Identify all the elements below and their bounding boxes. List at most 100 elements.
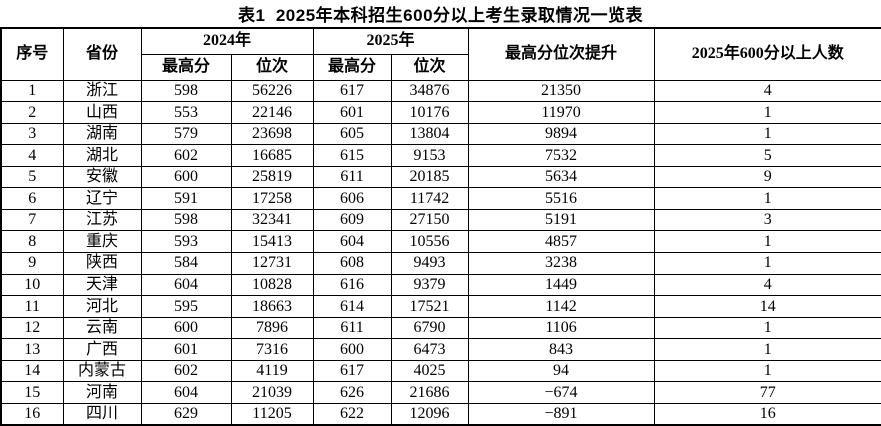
cell-province: 河北 [62, 295, 142, 318]
cell-province: 内蒙古 [62, 359, 142, 383]
cell-count-600: 9 [653, 165, 881, 189]
cell-score-2025: 614 [312, 295, 392, 318]
cell-serial: 4 [0, 144, 64, 167]
cell-improvement: 3238 [467, 252, 655, 275]
cell-province: 重庆 [62, 230, 142, 253]
table-row: 16 四川 629 11205 622 12096 −891 16 [0, 402, 881, 426]
cell-improvement: −674 [467, 381, 655, 404]
table-row: 7 江苏 598 32341 609 27150 5191 3 [0, 208, 881, 232]
cell-score-2024: 591 [140, 187, 232, 210]
cell-rank-2024: 16685 [230, 144, 314, 167]
cell-score-2025: 609 [312, 208, 392, 232]
table-row: 13 广西 601 7316 600 6473 843 1 [0, 338, 881, 361]
header-rank-2024: 位次 [230, 53, 314, 81]
cell-count-600: 1 [653, 122, 881, 146]
table-row: 1 浙江 598 56226 617 34876 21350 4 [0, 79, 881, 103]
cell-score-2025: 601 [312, 101, 392, 124]
cell-count-600: 1 [653, 359, 881, 383]
cell-improvement: 94 [467, 359, 655, 383]
header-serial: 序号 [0, 27, 64, 81]
cell-count-600: 14 [653, 295, 881, 318]
cell-province: 山西 [62, 101, 142, 124]
cell-improvement: 5634 [467, 165, 655, 189]
cell-improvement: 1449 [467, 273, 655, 297]
cell-count-600: 1 [653, 252, 881, 275]
header-year-2025: 2025年 [312, 27, 469, 55]
cell-serial: 5 [0, 165, 64, 189]
cell-count-600: 1 [653, 338, 881, 361]
cell-rank-2025: 9153 [390, 144, 469, 167]
cell-rank-2024: 56226 [230, 79, 314, 103]
cell-score-2025: 605 [312, 122, 392, 146]
cell-score-2025: 611 [312, 316, 392, 340]
table-title: 表1 2025年本科招生600分以上考生录取情况一览表 [237, 6, 644, 25]
cell-count-600: 1 [653, 187, 881, 210]
cell-serial: 11 [0, 295, 64, 318]
cell-rank-2025: 17521 [390, 295, 469, 318]
table-row: 11 河北 595 18663 614 17521 1142 14 [0, 295, 881, 318]
header-year-2024: 2024年 [140, 27, 314, 55]
cell-score-2025: 622 [312, 402, 392, 426]
cell-rank-2025: 9379 [390, 273, 469, 297]
cell-province: 湖南 [62, 122, 142, 146]
cell-count-600: 1 [653, 316, 881, 340]
cell-count-600: 3 [653, 208, 881, 232]
cell-score-2024: 629 [140, 402, 232, 426]
cell-rank-2025: 34876 [390, 79, 469, 103]
cell-score-2025: 608 [312, 252, 392, 275]
cell-province: 广西 [62, 338, 142, 361]
cell-rank-2024: 17258 [230, 187, 314, 210]
cell-count-600: 4 [653, 273, 881, 297]
table-row: 12 云南 600 7896 611 6790 1106 1 [0, 316, 881, 340]
table-body: 1 浙江 598 56226 617 34876 21350 4 2 山西 55… [0, 79, 881, 426]
cell-score-2024: 593 [140, 230, 232, 253]
header-count-600: 2025年600分以上人数 [653, 27, 881, 81]
cell-serial: 9 [0, 252, 64, 275]
cell-rank-2024: 21039 [230, 381, 314, 404]
cell-rank-2025: 10556 [390, 230, 469, 253]
cell-province: 天津 [62, 273, 142, 297]
cell-serial: 2 [0, 101, 64, 124]
cell-improvement: 5516 [467, 187, 655, 210]
cell-count-600: 1 [653, 101, 881, 124]
cell-rank-2024: 25819 [230, 165, 314, 189]
table-row: 8 重庆 593 15413 604 10556 4857 1 [0, 230, 881, 253]
cell-rank-2024: 18663 [230, 295, 314, 318]
cell-improvement: 9894 [467, 122, 655, 146]
cell-province: 浙江 [62, 79, 142, 103]
table-row: 9 陕西 584 12731 608 9493 3238 1 [0, 252, 881, 275]
cell-score-2024: 601 [140, 338, 232, 361]
header-max-score-2025: 最高分 [312, 53, 392, 81]
table-row: 5 安徽 600 25819 611 20185 5634 9 [0, 165, 881, 189]
cell-province: 江苏 [62, 208, 142, 232]
cell-province: 云南 [62, 316, 142, 340]
cell-rank-2024: 11205 [230, 402, 314, 426]
cell-score-2024: 579 [140, 122, 232, 146]
cell-rank-2024: 12731 [230, 252, 314, 275]
cell-score-2025: 616 [312, 273, 392, 297]
cell-improvement: 1106 [467, 316, 655, 340]
cell-improvement: 1142 [467, 295, 655, 318]
cell-province: 安徽 [62, 165, 142, 189]
cell-score-2024: 595 [140, 295, 232, 318]
table-row: 15 河南 604 21039 626 21686 −674 77 [0, 381, 881, 404]
cell-count-600: 77 [653, 381, 881, 404]
cell-improvement: 11970 [467, 101, 655, 124]
cell-count-600: 16 [653, 402, 881, 426]
cell-improvement: −891 [467, 402, 655, 426]
cell-serial: 8 [0, 230, 64, 253]
cell-rank-2025: 11742 [390, 187, 469, 210]
cell-improvement: 4857 [467, 230, 655, 253]
header-max-score-2024: 最高分 [140, 53, 232, 81]
table-row: 4 湖北 602 16685 615 9153 7532 5 [0, 144, 881, 167]
header-rank-improvement: 最高分位次提升 [467, 27, 655, 81]
cell-serial: 1 [0, 79, 64, 103]
cell-serial: 12 [0, 316, 64, 340]
cell-serial: 15 [0, 381, 64, 404]
cell-province: 四川 [62, 402, 142, 426]
cell-score-2025: 600 [312, 338, 392, 361]
cell-score-2024: 598 [140, 208, 232, 232]
cell-rank-2025: 10176 [390, 101, 469, 124]
cell-score-2024: 598 [140, 79, 232, 103]
